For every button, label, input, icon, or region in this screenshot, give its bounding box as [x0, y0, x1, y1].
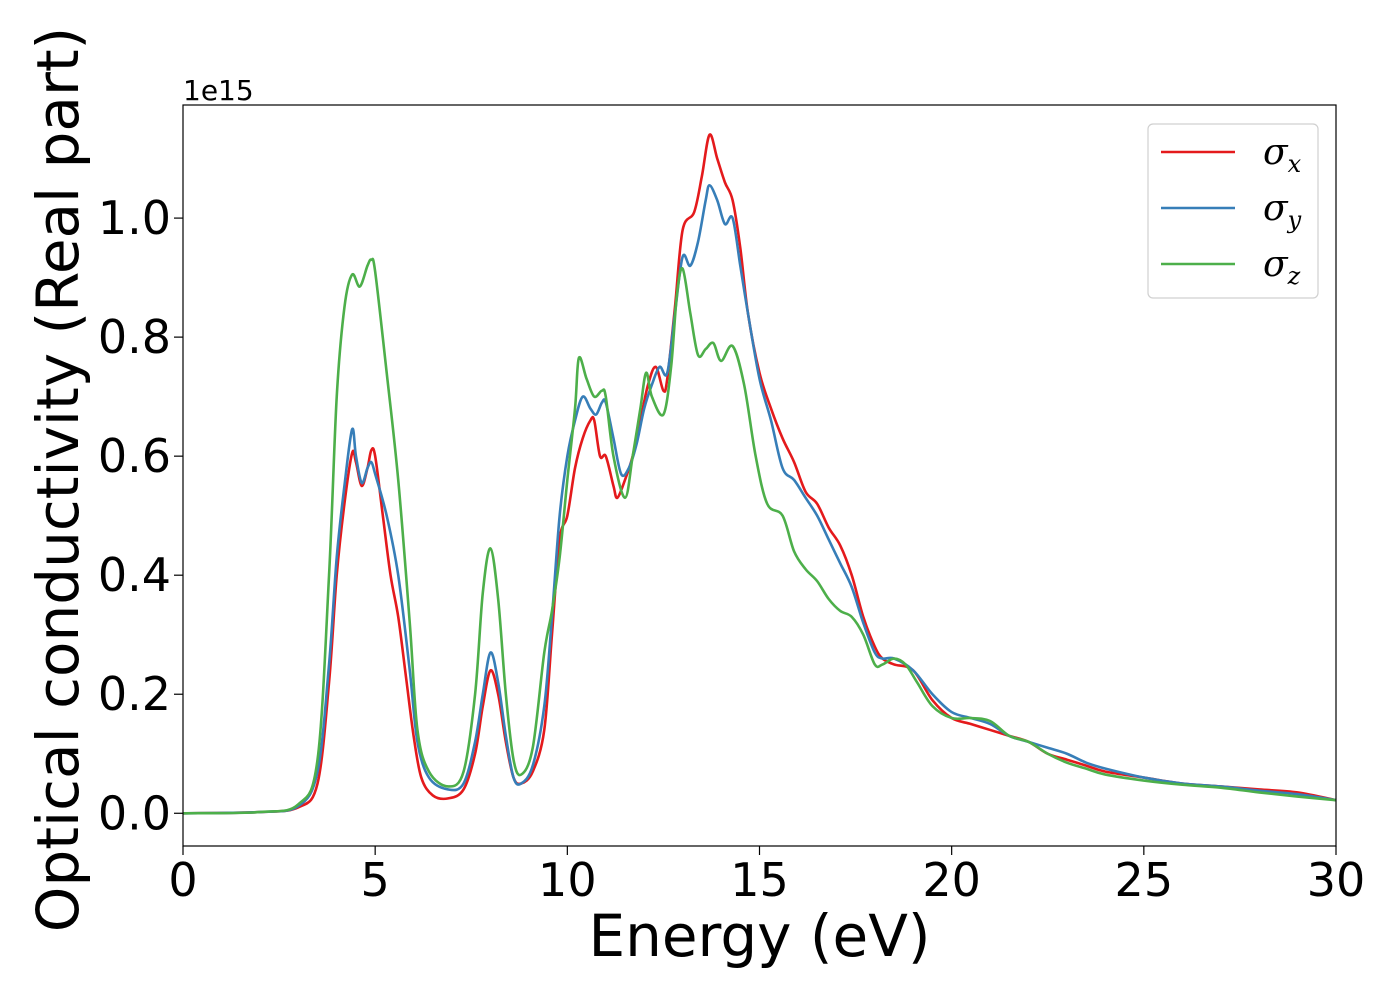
y-tick-label: 0.0: [98, 786, 171, 840]
y-tick-label: 0.6: [98, 429, 171, 483]
legend-label-y: σy: [1263, 188, 1302, 234]
y-tick-label: 0.2: [98, 667, 171, 721]
legend-label-x: σx: [1263, 132, 1302, 178]
y-tick-label: 0.4: [98, 548, 171, 602]
legend: σx σy σz: [1147, 123, 1319, 299]
y-offset-label: 1e15: [183, 74, 254, 107]
y-tick-label: 1.0: [98, 191, 171, 245]
legend-box: [1147, 123, 1319, 299]
x-tick-label: 25: [1115, 853, 1174, 907]
x-tick-label: 10: [538, 853, 597, 907]
x-tick-label: 20: [922, 853, 981, 907]
x-axis: 0 5 10 15 20 25 30: [168, 846, 1365, 907]
series-line-y: [183, 184, 1336, 815]
x-tick-label: 30: [1307, 853, 1366, 907]
x-tick-label: 0: [168, 853, 197, 907]
series-line-z: [183, 257, 1336, 815]
legend-label-z: σz: [1263, 244, 1301, 290]
series-layer: [183, 133, 1336, 815]
x-axis-title: Energy (eV): [588, 902, 930, 970]
y-axis: 0.0 0.2 0.4 0.6 0.8 1.0: [98, 191, 183, 840]
x-tick-label: 15: [730, 853, 789, 907]
y-tick-label: 0.8: [98, 310, 171, 364]
y-axis-title: Optical conductivity (Real part): [24, 27, 92, 932]
x-tick-label: 5: [361, 853, 390, 907]
